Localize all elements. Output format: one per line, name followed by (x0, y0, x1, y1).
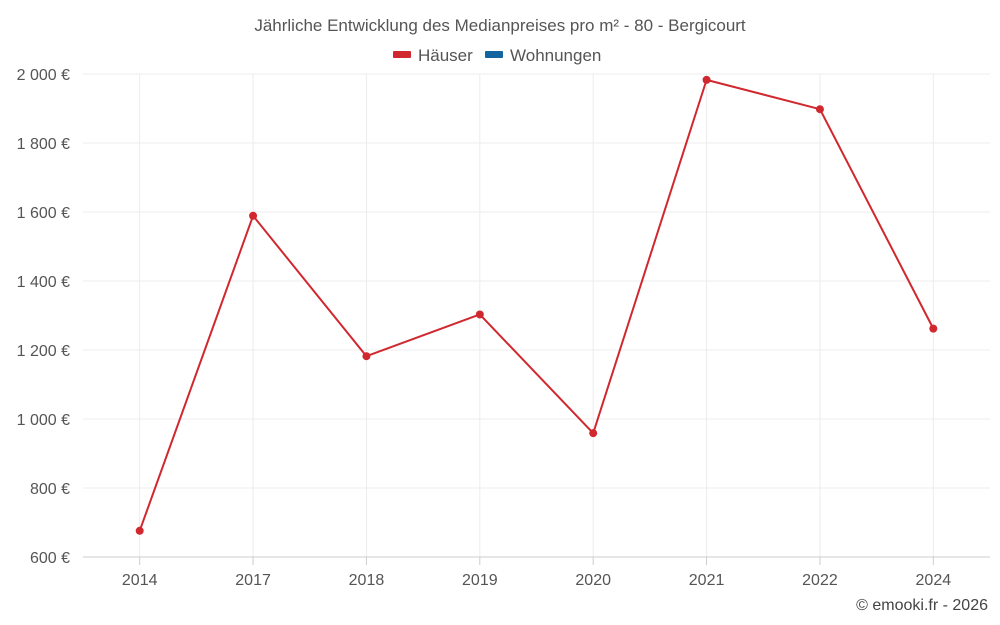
x-tick-label: 2019 (462, 572, 498, 589)
x-tick-label: 2022 (802, 572, 838, 589)
data-point[interactable] (589, 429, 598, 438)
grid (83, 73, 990, 557)
data-point[interactable] (702, 75, 711, 84)
legend: Häuser Wohnungen (393, 46, 601, 65)
legend-label-wohnungen[interactable]: Wohnungen (510, 46, 601, 65)
data-point[interactable] (929, 324, 938, 333)
series-group (135, 75, 938, 535)
credit-text: © emooki.fr - 2026 (856, 597, 988, 614)
x-axis: 2014 2017 2018 2019 2020 2021 2022 2024 (83, 556, 990, 589)
x-tick-label: 2018 (349, 572, 385, 589)
x-tick-label: 2014 (122, 572, 158, 589)
data-point[interactable] (815, 105, 824, 114)
x-tick-label: 2017 (235, 572, 271, 589)
y-tick-label: 1 200 € (17, 343, 70, 360)
chart-title: Jährliche Entwicklung des Medianpreises … (254, 16, 746, 35)
y-tick-label: 1 600 € (17, 205, 70, 222)
y-tick-label: 1 800 € (17, 136, 70, 153)
y-tick-label: 1 400 € (17, 274, 70, 291)
data-point[interactable] (249, 211, 258, 220)
x-tick-label: 2020 (575, 572, 611, 589)
y-tick-label: 800 € (30, 481, 70, 498)
y-axis: 600 € 800 € 1 000 € 1 200 € 1 400 € 1 600 € 1 … (17, 67, 70, 567)
x-tick-label: 2021 (689, 572, 725, 589)
data-point[interactable] (362, 352, 371, 361)
y-tick-label: 600 € (30, 550, 70, 567)
legend-swatch-wohnungen (485, 51, 503, 58)
legend-swatch-haeuser (393, 51, 411, 58)
series-line-0 (138, 78, 935, 532)
x-tick-label: 2024 (916, 572, 952, 589)
y-tick-label: 2 000 € (17, 67, 70, 84)
data-point[interactable] (475, 310, 484, 319)
data-point[interactable] (135, 526, 144, 535)
legend-label-haeuser[interactable]: Häuser (418, 46, 473, 65)
y-tick-label: 1 000 € (17, 412, 70, 429)
